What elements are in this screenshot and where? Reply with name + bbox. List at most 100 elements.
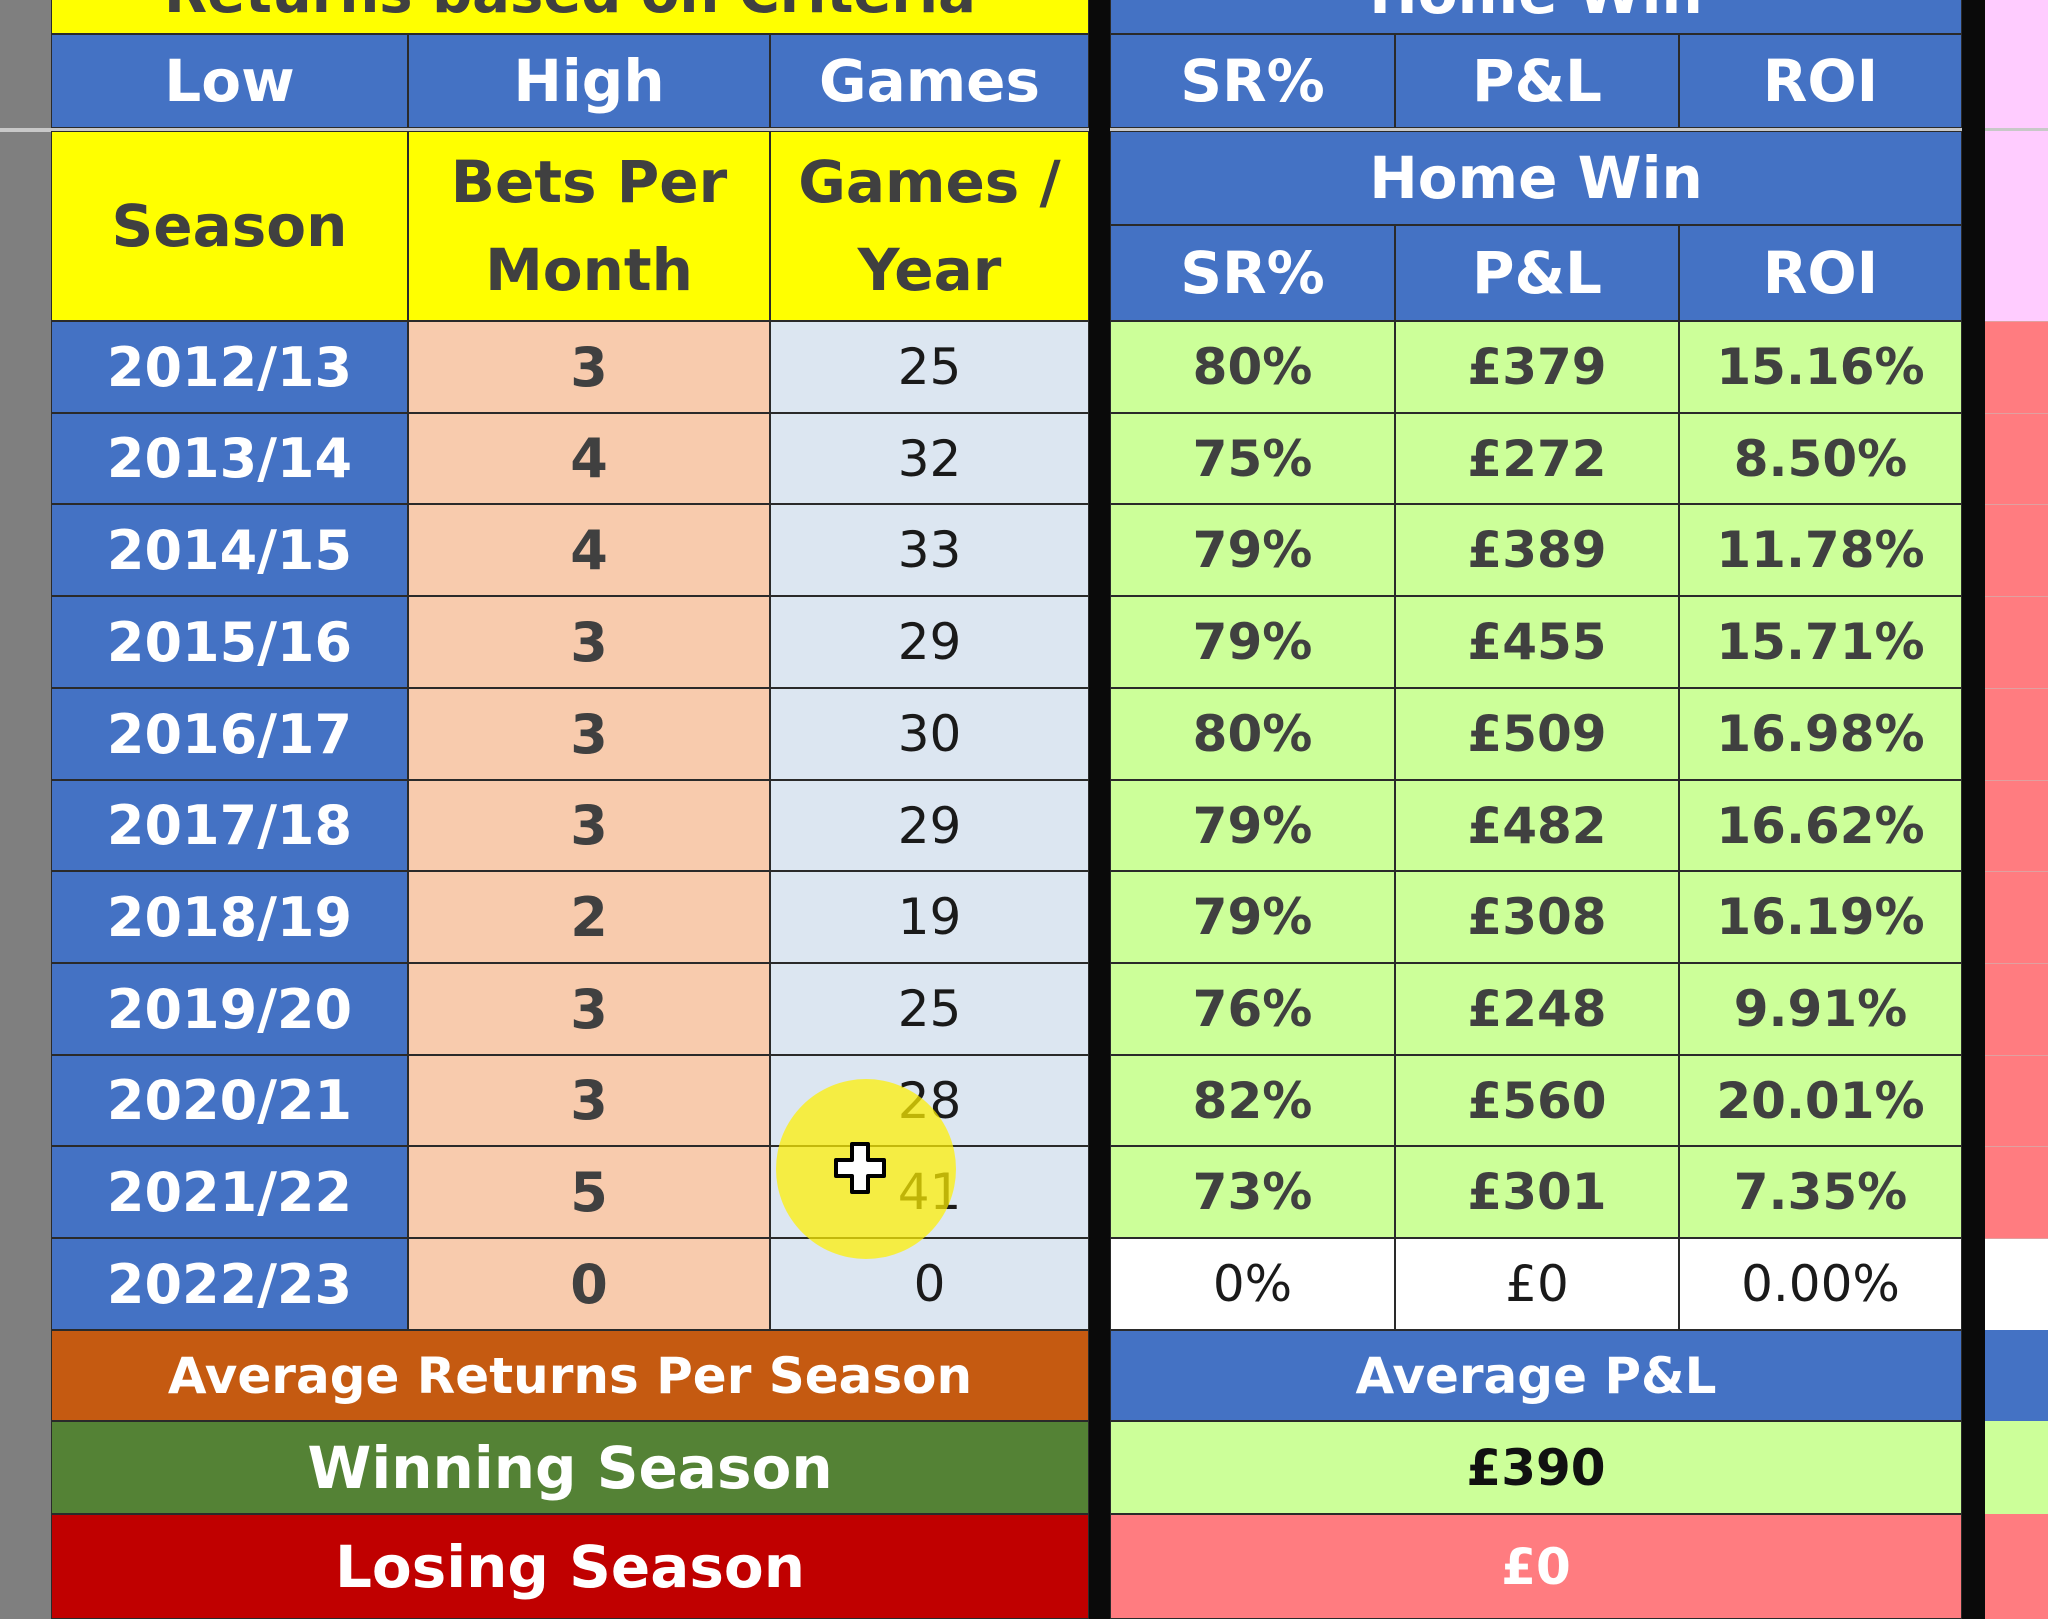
next-group-cell[interactable] <box>1985 1055 2048 1147</box>
next-group-cell[interactable] <box>1985 1421 2048 1514</box>
pl-cell[interactable]: £560 <box>1395 1055 1679 1146</box>
bets-per-month-cell[interactable]: 2 <box>408 871 770 963</box>
next-group-cell[interactable] <box>1985 1330 2048 1421</box>
next-group-cell[interactable] <box>1985 688 2048 781</box>
winning-season-label[interactable]: Winning Season <box>51 1421 1089 1514</box>
bets-per-month-cell[interactable]: 3 <box>408 596 770 688</box>
pl-cell[interactable]: £482 <box>1395 780 1679 871</box>
pl-cell[interactable]: £301 <box>1395 1146 1679 1238</box>
header-sr[interactable]: SR% <box>1110 225 1395 321</box>
games-per-year-cell[interactable]: 25 <box>770 963 1089 1055</box>
pl-cell[interactable]: £272 <box>1395 413 1679 504</box>
losing-season-value[interactable]: £0 <box>1110 1514 1962 1619</box>
header-games[interactable]: Games <box>770 34 1089 128</box>
roi-cell[interactable]: 0.00% <box>1679 1238 1962 1330</box>
sr-cell[interactable]: 73% <box>1110 1146 1395 1238</box>
next-group-cell[interactable] <box>1985 963 2048 1056</box>
bets-per-month-cell[interactable]: 3 <box>408 780 770 871</box>
next-group-cell[interactable] <box>1985 871 2048 964</box>
games-per-year-cell[interactable]: 19 <box>770 871 1089 963</box>
next-group-cell[interactable] <box>1985 1238 2048 1331</box>
winning-season-value[interactable]: £390 <box>1110 1421 1962 1514</box>
season-cell[interactable]: 2022/23 <box>51 1238 408 1330</box>
bets-per-month-cell[interactable]: 0 <box>408 1238 770 1330</box>
header-games-per-year[interactable]: Games / Year <box>770 131 1089 321</box>
bets-per-month-cell[interactable]: 4 <box>408 504 770 596</box>
roi-cell[interactable]: 11.78% <box>1679 504 1962 596</box>
average-returns-label[interactable]: Average Returns Per Season <box>51 1330 1089 1421</box>
roi-cell[interactable]: 15.16% <box>1679 321 1962 413</box>
sr-cell[interactable]: 79% <box>1110 871 1395 963</box>
season-cell[interactable]: 2014/15 <box>51 504 408 596</box>
pl-cell[interactable]: £0 <box>1395 1238 1679 1330</box>
header-roi[interactable]: ROI <box>1679 225 1962 321</box>
next-group-cell[interactable] <box>1985 321 2048 414</box>
bets-per-month-cell[interactable]: 4 <box>408 413 770 504</box>
header-home-win[interactable]: Home Win <box>1110 131 1962 225</box>
season-cell[interactable]: 2012/13 <box>51 321 408 413</box>
roi-cell[interactable]: 20.01% <box>1679 1055 1962 1146</box>
next-group-cell[interactable] <box>1985 0 2048 128</box>
header-high[interactable]: High <box>408 34 770 128</box>
sr-cell[interactable]: 79% <box>1110 596 1395 688</box>
top-header-sr[interactable]: SR% <box>1110 34 1395 128</box>
season-cell[interactable]: 2019/20 <box>51 963 408 1055</box>
sr-cell[interactable]: 80% <box>1110 321 1395 413</box>
games-per-year-cell[interactable]: 33 <box>770 504 1089 596</box>
sr-cell[interactable]: 0% <box>1110 1238 1395 1330</box>
roi-cell[interactable]: 16.19% <box>1679 871 1962 963</box>
roi-cell[interactable]: 16.98% <box>1679 688 1962 780</box>
bets-per-month-cell[interactable]: 3 <box>408 321 770 413</box>
next-group-cell[interactable] <box>1985 504 2048 597</box>
sr-cell[interactable]: 79% <box>1110 780 1395 871</box>
bets-per-month-cell[interactable]: 3 <box>408 688 770 780</box>
next-group-cell[interactable] <box>1985 413 2048 505</box>
roi-cell[interactable]: 15.71% <box>1679 596 1962 688</box>
games-per-year-cell[interactable]: 0 <box>770 1238 1089 1330</box>
sr-cell[interactable]: 79% <box>1110 504 1395 596</box>
pl-cell[interactable]: £455 <box>1395 596 1679 688</box>
header-season[interactable]: Season <box>51 131 408 321</box>
header-bets-per-month[interactable]: Bets Per Month <box>408 131 770 321</box>
season-cell[interactable]: 2013/14 <box>51 413 408 504</box>
season-cell[interactable]: 2021/22 <box>51 1146 408 1238</box>
pl-cell[interactable]: £509 <box>1395 688 1679 780</box>
sr-cell[interactable]: 82% <box>1110 1055 1395 1146</box>
games-per-year-cell[interactable]: 25 <box>770 321 1089 413</box>
games-per-year-cell[interactable]: 29 <box>770 780 1089 871</box>
sr-cell[interactable]: 75% <box>1110 413 1395 504</box>
pl-cell[interactable]: £379 <box>1395 321 1679 413</box>
pl-cell[interactable]: £308 <box>1395 871 1679 963</box>
games-per-year-cell[interactable]: 29 <box>770 596 1089 688</box>
sr-cell[interactable]: 76% <box>1110 963 1395 1055</box>
season-cell[interactable]: 2016/17 <box>51 688 408 780</box>
next-group-cell[interactable] <box>1985 780 2048 872</box>
roi-cell[interactable]: 16.62% <box>1679 780 1962 871</box>
games-per-year-cell[interactable]: 32 <box>770 413 1089 504</box>
bets-per-month-cell[interactable]: 5 <box>408 1146 770 1238</box>
roi-cell[interactable]: 7.35% <box>1679 1146 1962 1238</box>
losing-season-label[interactable]: Losing Season <box>51 1514 1089 1619</box>
season-cell[interactable]: 2015/16 <box>51 596 408 688</box>
roi-cell[interactable]: 9.91% <box>1679 963 1962 1055</box>
next-group-cell[interactable] <box>1985 131 2048 321</box>
games-per-year-cell[interactable]: 30 <box>770 688 1089 780</box>
next-group-cell[interactable] <box>1985 1146 2048 1239</box>
sr-cell[interactable]: 80% <box>1110 688 1395 780</box>
season-cell[interactable]: 2018/19 <box>51 871 408 963</box>
top-header-pl[interactable]: P&L <box>1395 34 1679 128</box>
header-pl[interactable]: P&L <box>1395 225 1679 321</box>
top-header-roi[interactable]: ROI <box>1679 34 1962 128</box>
header-low[interactable]: Low <box>51 34 408 128</box>
pl-cell[interactable]: £248 <box>1395 963 1679 1055</box>
season-cell[interactable]: 2017/18 <box>51 780 408 871</box>
roi-cell[interactable]: 8.50% <box>1679 413 1962 504</box>
bets-per-month-cell[interactable]: 3 <box>408 1055 770 1146</box>
season-cell[interactable]: 2020/21 <box>51 1055 408 1146</box>
next-group-cell[interactable] <box>1985 1514 2048 1619</box>
pl-cell[interactable]: £389 <box>1395 504 1679 596</box>
next-group-cell[interactable] <box>1985 596 2048 689</box>
average-pl-label[interactable]: Average P&L <box>1110 1330 1962 1421</box>
season-cell-text: 2021/22 <box>106 1160 353 1224</box>
bets-per-month-cell[interactable]: 3 <box>408 963 770 1055</box>
